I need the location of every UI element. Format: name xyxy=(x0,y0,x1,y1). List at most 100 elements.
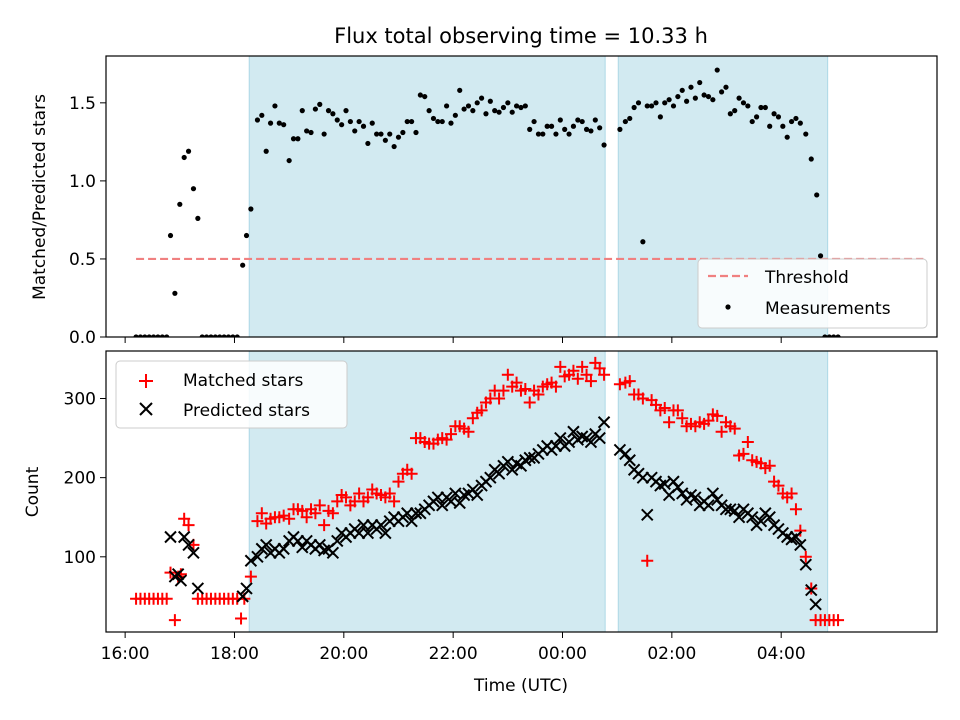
predicted-star-point xyxy=(789,530,803,544)
x-tick-label: 22:00 xyxy=(429,644,478,664)
matched-star-point xyxy=(475,404,488,417)
measurement-point xyxy=(736,95,742,101)
measurement-point xyxy=(553,131,559,137)
predicted-star-point xyxy=(597,416,611,429)
measurement-point xyxy=(263,148,269,154)
observing-window-2 xyxy=(617,351,829,632)
measurement-point xyxy=(304,128,310,134)
ratio-legend: Threshold Measurements xyxy=(697,258,928,329)
predicted-star-point xyxy=(619,447,632,461)
matched-star-point xyxy=(178,512,191,525)
measurement-point xyxy=(631,104,637,111)
predicted-star-point xyxy=(732,511,746,524)
measurement-point xyxy=(343,108,349,114)
measurement-point xyxy=(422,93,428,100)
ratio-panel: 0.0 0.5 1.0 1.5 Matched/Predicted stars Thr… xyxy=(30,55,938,348)
measurement-point xyxy=(281,122,287,128)
predicted-star-point xyxy=(763,511,776,524)
ratio-axes-frame xyxy=(105,55,938,338)
measurement-point xyxy=(347,118,353,125)
measurement-point xyxy=(470,108,476,114)
matched-star-point xyxy=(318,519,331,532)
matched-star-point xyxy=(405,467,418,480)
measurement-point xyxy=(588,128,594,134)
predicted-star-point xyxy=(174,574,188,587)
ratio-legend-box xyxy=(697,258,928,329)
measurement-point xyxy=(666,97,672,103)
measurement-point xyxy=(177,201,183,207)
measurement-point xyxy=(570,123,577,129)
measurement-point xyxy=(697,79,703,86)
predicted-star-point xyxy=(409,507,423,520)
measurement-point xyxy=(276,120,282,126)
predicted-star-point xyxy=(379,526,392,540)
measurement-point xyxy=(267,120,274,126)
measurement-point xyxy=(758,104,764,111)
matched-star-point xyxy=(728,422,741,435)
measurement-point xyxy=(692,95,698,101)
measurement-point xyxy=(308,129,314,136)
measurement-point xyxy=(356,118,362,125)
measurement-point xyxy=(382,137,388,143)
measurement-point xyxy=(404,118,410,125)
predicted-star-point xyxy=(689,491,702,504)
measurement-point xyxy=(199,334,205,337)
matched-star-point xyxy=(676,412,689,425)
predicted-star-point xyxy=(671,480,685,494)
measurement-point xyxy=(133,334,139,337)
matched-star-point xyxy=(523,396,536,409)
measurement-point xyxy=(167,232,174,239)
matched-star-point xyxy=(832,614,845,627)
measurement-point xyxy=(286,157,292,164)
count-panel: 100 200 300 16:00 18:00 20:00 22:00 00:00 02:00… xyxy=(23,350,938,696)
measurement-point xyxy=(290,136,297,142)
ratio-y-tick-label: 1.0 xyxy=(69,172,96,192)
predicted-star-point xyxy=(702,499,715,512)
measurement-point xyxy=(513,103,520,109)
predicted-star-point xyxy=(505,463,519,476)
measurement-point xyxy=(535,131,542,137)
measurement-point xyxy=(221,334,227,337)
measurement-point xyxy=(208,334,214,337)
ratio-y-axis-ticks: 0.0 0.5 1.0 1.5 xyxy=(69,94,106,348)
measurement-point xyxy=(254,117,261,123)
matched-star-point xyxy=(160,592,173,605)
matched-star-point xyxy=(493,392,506,405)
matched-star-point xyxy=(168,614,181,627)
matched-star-point xyxy=(593,362,606,375)
measurement-point xyxy=(230,334,236,337)
matched-star-point xyxy=(623,375,636,388)
measurement-point xyxy=(225,334,232,337)
predicted-star-point xyxy=(240,582,253,595)
matched-star-point xyxy=(519,382,532,395)
measurement-point xyxy=(826,334,832,337)
measurement-point xyxy=(212,334,218,337)
measurement-point xyxy=(575,117,581,123)
measurement-point xyxy=(749,118,755,125)
predicted-star-point xyxy=(177,530,191,544)
measurement-point xyxy=(562,126,568,132)
measurement-point xyxy=(814,192,820,198)
matched-star-point xyxy=(737,447,750,460)
measurement-point xyxy=(483,111,489,117)
measurement-point xyxy=(203,334,210,337)
predicted-star-point xyxy=(794,538,807,552)
matched-star-point xyxy=(462,425,475,438)
matched-star-point xyxy=(340,491,353,504)
matched-star-point xyxy=(244,570,257,583)
measurement-point xyxy=(295,136,301,142)
x-tick-label: 02:00 xyxy=(647,644,696,664)
measurement-point xyxy=(640,239,646,245)
predicted-star-point xyxy=(361,526,375,540)
measurement-point xyxy=(500,104,507,111)
measurement-point xyxy=(710,97,716,103)
measurement-point xyxy=(675,93,681,100)
predicted-star-point xyxy=(187,546,200,560)
predicted-star-point xyxy=(799,558,812,571)
measurement-point xyxy=(391,143,397,150)
measurement-point xyxy=(150,334,157,337)
measurement-point xyxy=(662,100,668,106)
measurement-point xyxy=(400,129,406,136)
measurement-point xyxy=(527,126,533,132)
